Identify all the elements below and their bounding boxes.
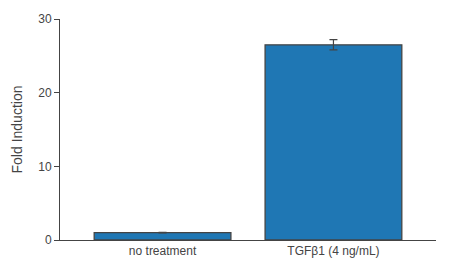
svg-text:Fold Induction: Fold Induction	[9, 86, 25, 174]
svg-text:no treatment: no treatment	[129, 244, 197, 258]
svg-text:10: 10	[38, 160, 52, 174]
svg-text:30: 30	[38, 12, 52, 26]
svg-text:0: 0	[45, 233, 52, 247]
svg-text:TGFβ1 (4 ng/mL): TGFβ1 (4 ng/mL)	[287, 244, 379, 258]
svg-text:20: 20	[38, 86, 52, 100]
